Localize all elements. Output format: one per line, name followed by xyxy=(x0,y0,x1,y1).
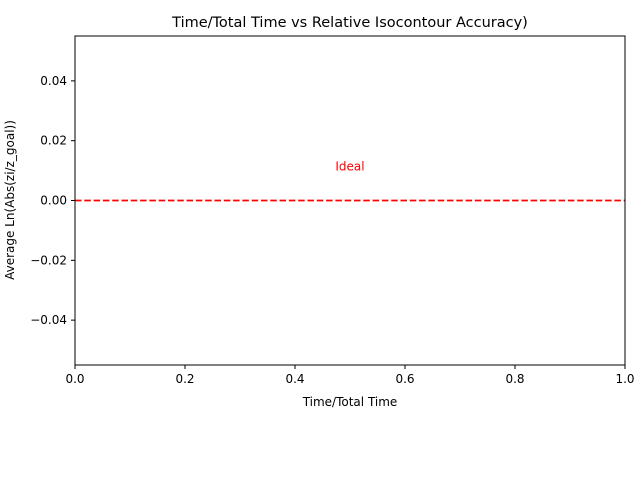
y-tick-label: −0.04 xyxy=(30,313,67,327)
x-tick-label: 0.0 xyxy=(65,372,84,386)
x-tick-label: 1.0 xyxy=(615,372,634,386)
y-tick-label: 0.00 xyxy=(40,194,67,208)
x-tick-label: 0.6 xyxy=(395,372,414,386)
x-axis-label: Time/Total Time xyxy=(302,395,398,409)
x-tick-label: 0.4 xyxy=(285,372,304,386)
y-tick-label: 0.02 xyxy=(40,134,67,148)
plot-area: Ideal 0.0 0.2 0.4 0.6 0.8 1.0 −0.04 −0.02 0.00 0.0… xyxy=(30,35,635,386)
x-tick-label: 0.8 xyxy=(505,372,524,386)
chart-title: Time/Total Time vs Relative Isocontour A… xyxy=(171,15,528,31)
x-tick-label: 0.2 xyxy=(175,372,194,386)
y-tick-label: −0.02 xyxy=(30,253,67,267)
y-axis-label: Average Ln(Abs(zi/z_goal)) xyxy=(3,120,17,280)
annotation-label-0: Ideal xyxy=(335,160,364,174)
y-tick-label: 0.04 xyxy=(40,74,67,88)
